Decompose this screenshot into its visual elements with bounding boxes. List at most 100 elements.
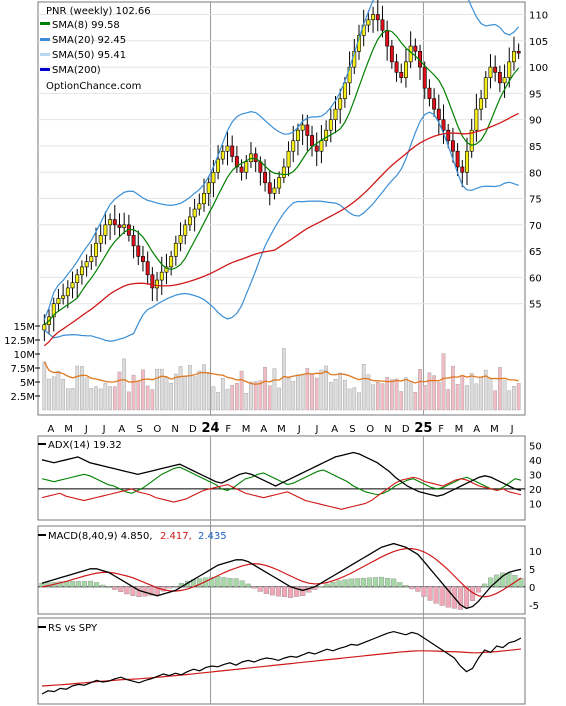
volume-bar: [291, 381, 296, 411]
x-tick-label: J: [510, 424, 514, 435]
volume-bar: [441, 353, 446, 411]
candle-body: [488, 66, 493, 78]
macd-histogram-bar: [415, 586, 421, 592]
macd-histogram-bar: [166, 586, 172, 589]
volume-bar: [56, 371, 61, 411]
volume-bar: [436, 382, 441, 411]
candle-body: [192, 208, 197, 218]
candle-body: [122, 224, 127, 228]
volume-bar: [357, 392, 361, 411]
candle-body: [408, 45, 413, 63]
macd-histogram-bar: [118, 586, 124, 592]
candle-body: [436, 108, 441, 120]
candle-body: [507, 61, 512, 78]
macd-histogram-bar: [112, 586, 118, 590]
candle-body: [450, 140, 455, 152]
volume-bar: [314, 377, 319, 411]
candle-body: [342, 82, 347, 99]
volume-bar: [75, 365, 80, 411]
macd-histogram-bar: [391, 578, 397, 587]
macd-histogram-bar: [251, 586, 257, 589]
candle-body: [281, 166, 286, 178]
price-tick-label: 55: [529, 300, 542, 311]
volume-tick-label: 5M: [20, 378, 35, 389]
volume-bar: [244, 392, 249, 411]
candle-body: [385, 29, 390, 47]
x-tick-label: N: [384, 424, 391, 435]
macd-label: MACD(8,40,9) 4.850,: [48, 531, 153, 542]
candle-body: [155, 279, 159, 289]
volume-bar: [446, 389, 451, 411]
macd-histogram-bar: [433, 586, 439, 604]
legend-sma8: SMA(8) 99.58: [52, 20, 120, 31]
volume-bar: [277, 387, 281, 411]
volume-bar: [94, 386, 98, 411]
macd-histogram-bar: [294, 586, 300, 597]
x-tick-label: M: [242, 424, 251, 435]
volume-bar: [136, 380, 141, 411]
price-tick-label: 70: [529, 221, 542, 232]
candle-body: [474, 108, 479, 131]
x-tick-label: A: [331, 424, 338, 435]
legend-sma20: SMA(20) 92.45: [52, 35, 126, 46]
candle-body: [211, 171, 216, 184]
macd-histogram-bar: [421, 586, 427, 597]
candle-body: [65, 287, 70, 297]
macd-histogram-bar: [385, 578, 391, 587]
volume-bar: [512, 386, 516, 411]
volume-bar: [202, 364, 206, 411]
macd-histogram-bar: [124, 586, 130, 595]
volume-bar: [465, 385, 469, 411]
volume-bar: [451, 365, 455, 411]
price-tick-label: 80: [529, 168, 542, 179]
volume-bar: [474, 383, 479, 411]
volume-bar: [502, 380, 507, 411]
volume-bar: [178, 366, 183, 411]
candle-body: [56, 298, 61, 305]
macd-histogram-bar: [148, 586, 154, 596]
candle-body: [371, 14, 376, 21]
macd-histogram-bar: [81, 581, 87, 587]
candle-body: [502, 77, 507, 84]
x-tick-label: A: [47, 424, 54, 435]
candle-body: [338, 98, 343, 110]
volume-bar: [183, 376, 188, 411]
candle-body: [173, 242, 178, 257]
rs-label: RS vs SPY: [48, 623, 98, 634]
sma50-line: [43, 112, 519, 347]
volume-bar: [272, 368, 277, 411]
candle-body: [295, 129, 300, 142]
volume-bar: [296, 374, 300, 411]
adx-panel-frame: [37, 435, 526, 521]
macd-histogram-bar: [366, 577, 372, 587]
adx-series: [41, 451, 522, 510]
candle-body: [183, 224, 188, 236]
volume-bar: [361, 364, 366, 411]
candle-body: [272, 187, 277, 194]
candle-body: [244, 161, 249, 173]
volume-bar: [169, 382, 173, 411]
candle-body: [234, 156, 239, 168]
volume-bar: [89, 388, 94, 411]
legend-swatch-sma200: [40, 68, 50, 71]
candle-body: [389, 45, 394, 63]
price-tick-label: 105: [529, 37, 548, 48]
legend-sma200: SMA(200): [52, 65, 101, 76]
volume-bar: [507, 390, 512, 411]
rs-swatch: [38, 626, 46, 628]
volume-bar: [61, 379, 65, 411]
volume-bar: [197, 370, 202, 411]
macd-histogram-bar: [482, 583, 488, 587]
macd-histogram-bar: [409, 586, 415, 590]
volume-bar: [352, 387, 357, 411]
candle-body: [89, 256, 94, 262]
rs-series: [41, 630, 522, 695]
candle-body: [516, 51, 521, 54]
macd-series: [39, 542, 524, 610]
macd-histogram-bar: [136, 586, 142, 598]
volume-bar: [427, 372, 432, 411]
candle-body: [497, 72, 502, 84]
candle-body: [267, 182, 272, 194]
volume-bar: [432, 375, 436, 411]
candle-body: [314, 145, 319, 152]
